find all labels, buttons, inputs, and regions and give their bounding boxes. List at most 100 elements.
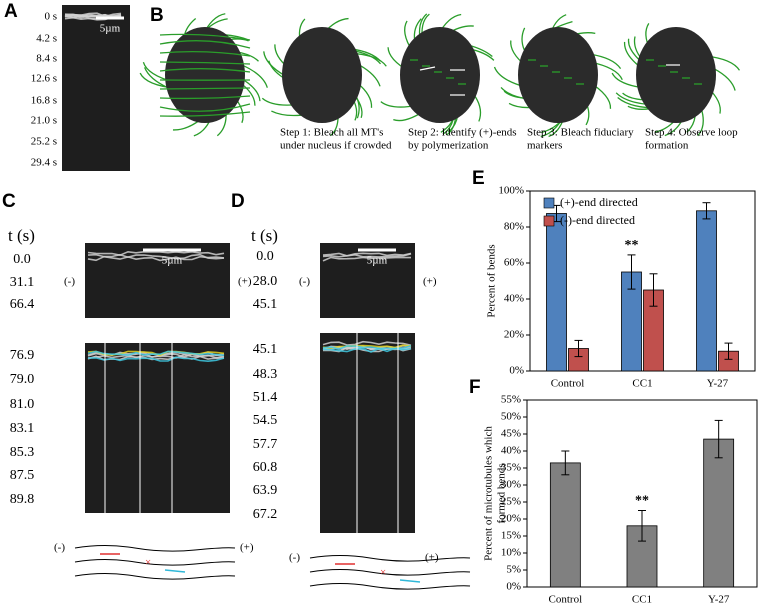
filament (322, 344, 412, 350)
time-label: 54.5 (253, 413, 278, 428)
y-tick-label: 20% (501, 513, 521, 525)
time-label: 31.1 (10, 275, 35, 290)
panel-label: E (472, 168, 485, 189)
time-header: t (s) (251, 226, 278, 245)
filament (64, 13, 122, 19)
time-label: 4.2 s (36, 33, 57, 45)
panel-label: C (2, 191, 16, 212)
step-text: formation (645, 140, 689, 152)
step-text: Step 1: Bleach all MT's (280, 127, 383, 139)
legend-label: (+)-end directed (560, 195, 638, 209)
microtubule (159, 95, 251, 100)
time-label: 76.9 (10, 348, 35, 363)
microtubule (143, 67, 169, 89)
micrograph (62, 5, 130, 171)
time-label: 57.7 (253, 437, 278, 452)
y-axis-label: Percent of microtubules which (483, 426, 495, 561)
diagram-line (74, 573, 236, 580)
x-tick-label: Y-27 (707, 378, 729, 390)
x-tick-label: Control (549, 594, 583, 606)
cross: × (380, 567, 386, 579)
y-tick-label: 40% (501, 445, 521, 457)
y-tick-label: 100% (498, 185, 524, 197)
microtubule (159, 33, 251, 41)
y-tick-label: 45% (501, 428, 521, 440)
nucleus (518, 27, 598, 123)
time-label: 51.4 (253, 390, 278, 405)
plot-frame (529, 190, 756, 372)
microtubule (271, 110, 302, 117)
y-tick-label: 40% (504, 293, 524, 305)
time-label: 0.0 (13, 252, 31, 267)
time-header: t (s) (8, 226, 35, 245)
diagram-line (309, 555, 471, 562)
arrow (399, 579, 421, 583)
time-label: 79.0 (10, 372, 35, 387)
microtubule (159, 61, 251, 65)
microtubule (159, 51, 251, 57)
filament (322, 253, 412, 258)
microtubule (359, 64, 381, 87)
time-label: 21.0 s (31, 115, 57, 127)
end-label: (-) (299, 276, 310, 288)
panel-label: A (4, 1, 18, 22)
y-tick-label: 50% (501, 411, 521, 423)
filament (322, 344, 412, 350)
end-label: (-) (64, 276, 75, 288)
end-label: (+) (238, 276, 252, 288)
micrograph (320, 333, 415, 533)
y-axis-label: Percent of bends (486, 244, 498, 317)
y-tick-label: 80% (504, 221, 524, 233)
time-label: 63.9 (253, 483, 278, 498)
filament (87, 255, 225, 262)
step-text: markers (527, 140, 562, 152)
x-tick-label: CC1 (632, 378, 652, 390)
y-tick-label: 5% (506, 564, 521, 576)
microtubule (617, 96, 648, 109)
end-label: (+) (425, 552, 439, 564)
step-text: under nucleus if crowded (280, 140, 392, 152)
microtubule (159, 68, 251, 73)
time-label: 48.3 (253, 367, 278, 382)
time-label: 83.1 (10, 421, 35, 436)
legend-swatch (543, 197, 555, 209)
time-label: 45.1 (253, 297, 278, 312)
nucleus (636, 27, 716, 123)
time-label: 0 s (44, 11, 57, 23)
y-tick-label: 20% (504, 329, 524, 341)
microtubule (263, 51, 286, 77)
step-text: Step 2: Identify (+)-ends (408, 127, 517, 139)
filament (87, 253, 225, 260)
nucleus (400, 27, 480, 123)
arrow (164, 569, 186, 573)
time-label: 16.8 s (31, 95, 57, 107)
bar (549, 462, 581, 588)
time-label: 81.0 (10, 397, 35, 412)
time-label: 29.4 s (31, 157, 57, 169)
y-tick-label: 0% (506, 581, 521, 593)
microtubule (243, 65, 268, 88)
diagram-line (309, 583, 471, 590)
y-tick-label: 15% (501, 530, 521, 542)
microtubule (713, 67, 736, 91)
microtubule (159, 103, 251, 112)
y-tick-label: 25% (501, 496, 521, 508)
time-label: 87.5 (10, 468, 35, 483)
time-label: 8.4 s (36, 53, 57, 65)
y-tick-label: 60% (504, 257, 524, 269)
y-axis-label: formed bends (496, 463, 508, 523)
bar (703, 438, 735, 588)
scale-label: 5µm (367, 255, 388, 267)
microtubule (521, 27, 526, 51)
step-text: Step 4: Observe loop (645, 127, 738, 139)
time-label: 85.3 (10, 445, 35, 460)
step-text: Step 3: Bleach fiduciary (527, 127, 634, 139)
annotation: ** (635, 494, 649, 509)
y-tick-label: 10% (501, 547, 521, 559)
time-label: 60.8 (253, 460, 278, 475)
diagram-line (74, 545, 236, 552)
panel-label: D (231, 191, 245, 212)
time-label: 28.0 (253, 274, 278, 289)
filament (87, 356, 225, 363)
